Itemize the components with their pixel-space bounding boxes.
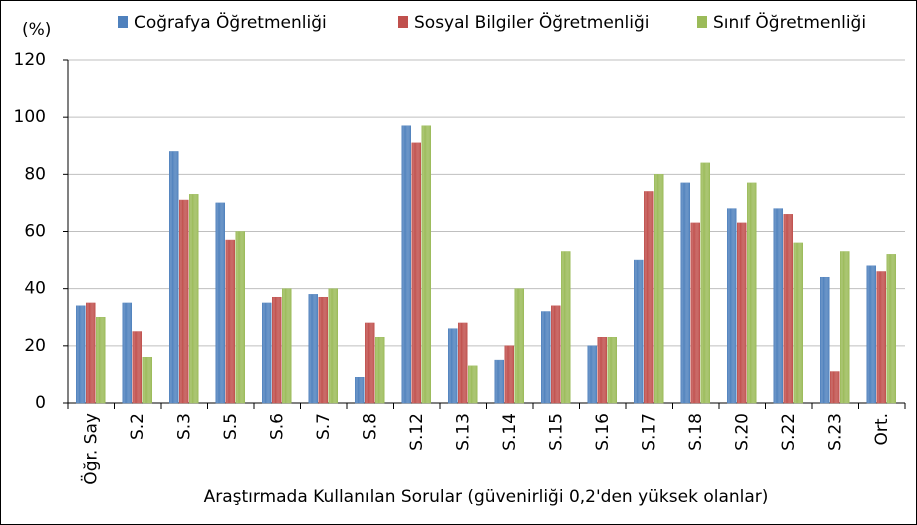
bar-shine <box>793 242 803 403</box>
bar-shine <box>597 337 607 403</box>
x-tick-label: S.22 <box>779 413 799 451</box>
bar-shine <box>189 194 199 403</box>
legend-swatch <box>118 16 128 28</box>
bar-shine <box>272 297 282 403</box>
bar-shine <box>96 317 106 403</box>
y-tick-label: 80 <box>24 164 46 184</box>
x-tick-label: S.17 <box>639 413 659 451</box>
x-tick-label: S.15 <box>546 413 566 451</box>
bar-shine <box>468 365 478 403</box>
legend-swatch <box>697 16 707 28</box>
bar-shine <box>355 377 365 403</box>
y-tick-label: 20 <box>24 336 46 356</box>
bar-shine <box>76 305 86 403</box>
legend-swatch <box>398 16 408 28</box>
bar-shine <box>747 182 757 403</box>
y-tick-label: 100 <box>14 107 46 127</box>
bar-shine <box>773 208 783 403</box>
bar-shine <box>142 357 152 403</box>
x-tick-label: S.7 <box>314 413 334 440</box>
x-tick-label: S.12 <box>407 413 427 451</box>
bar-shine <box>840 251 850 403</box>
x-axis-label: Araştırmada Kullanılan Sorular (güvenirl… <box>204 487 769 507</box>
bar-shine <box>561 251 571 403</box>
bar-shine <box>308 294 318 403</box>
legend-label: Sosyal Bilgiler Öğretmenliği <box>414 11 650 33</box>
bar-shine <box>86 302 96 403</box>
x-tick-label: S.5 <box>221 413 241 440</box>
bar-shine <box>375 337 385 403</box>
bar-shine <box>866 265 876 403</box>
legend-label: Coğrafya Öğretmenliği <box>134 11 327 33</box>
x-tick-label: S.14 <box>500 413 520 451</box>
bar-shine <box>551 305 561 403</box>
bar-shine <box>448 328 458 403</box>
bar-shine <box>235 231 245 403</box>
x-tick-label: S.6 <box>267 413 287 440</box>
x-tick-label: S.3 <box>174 413 194 440</box>
y-axis-label: (%) <box>22 20 51 40</box>
x-tick-label: S.13 <box>453 413 473 451</box>
bar-shine <box>700 162 710 403</box>
bar-shine <box>680 182 690 403</box>
bar-shine <box>328 288 338 403</box>
bar-shine <box>541 311 551 403</box>
bar-shine <box>783 214 793 403</box>
bar-shine <box>690 222 700 403</box>
bar-shine <box>318 297 328 403</box>
bar-shine <box>504 345 514 403</box>
bar-shine <box>494 360 504 403</box>
bar-shine <box>644 191 654 403</box>
x-tick-label: S.2 <box>128 413 148 440</box>
bar-shine <box>401 125 411 403</box>
x-tick-label: S.8 <box>360 413 380 440</box>
bar-shine <box>634 260 644 403</box>
bar-shine <box>737 222 747 403</box>
x-tick-label: S.20 <box>732 413 752 451</box>
x-tick-label: S.23 <box>825 413 845 451</box>
bar-shine <box>215 202 225 403</box>
bar-shine <box>122 302 132 403</box>
bar-shine <box>607 337 617 403</box>
x-tick-label: Öğr. Say <box>79 413 101 485</box>
y-tick-label: 120 <box>14 50 46 70</box>
x-tick-label: S.16 <box>593 413 613 451</box>
x-tick-label: S.18 <box>686 413 706 451</box>
bar-shine <box>169 151 179 403</box>
bar-shine <box>830 371 840 403</box>
bar-shine <box>886 254 896 403</box>
bar-shine <box>282 288 292 403</box>
bar-shine <box>654 174 664 403</box>
x-tick-label: Ort. <box>872 413 892 445</box>
y-tick-label: 40 <box>24 279 46 299</box>
bar-shine <box>411 142 421 403</box>
bar-shine <box>458 322 468 403</box>
bar-shine <box>365 322 375 403</box>
bar-shine <box>132 331 142 403</box>
bar-shine <box>179 200 189 403</box>
bar-shine <box>262 302 272 403</box>
bar-shine <box>225 240 235 403</box>
bar-shine <box>727 208 737 403</box>
bar-shine <box>421 125 431 403</box>
bar-shine <box>820 277 830 403</box>
y-tick-label: 0 <box>35 393 46 413</box>
bar-shine <box>876 271 886 403</box>
bar-shine <box>587 345 597 403</box>
legend-label: Sınıf Öğretmenliği <box>713 11 866 33</box>
bar-shine <box>514 288 524 403</box>
y-tick-label: 60 <box>24 222 46 242</box>
